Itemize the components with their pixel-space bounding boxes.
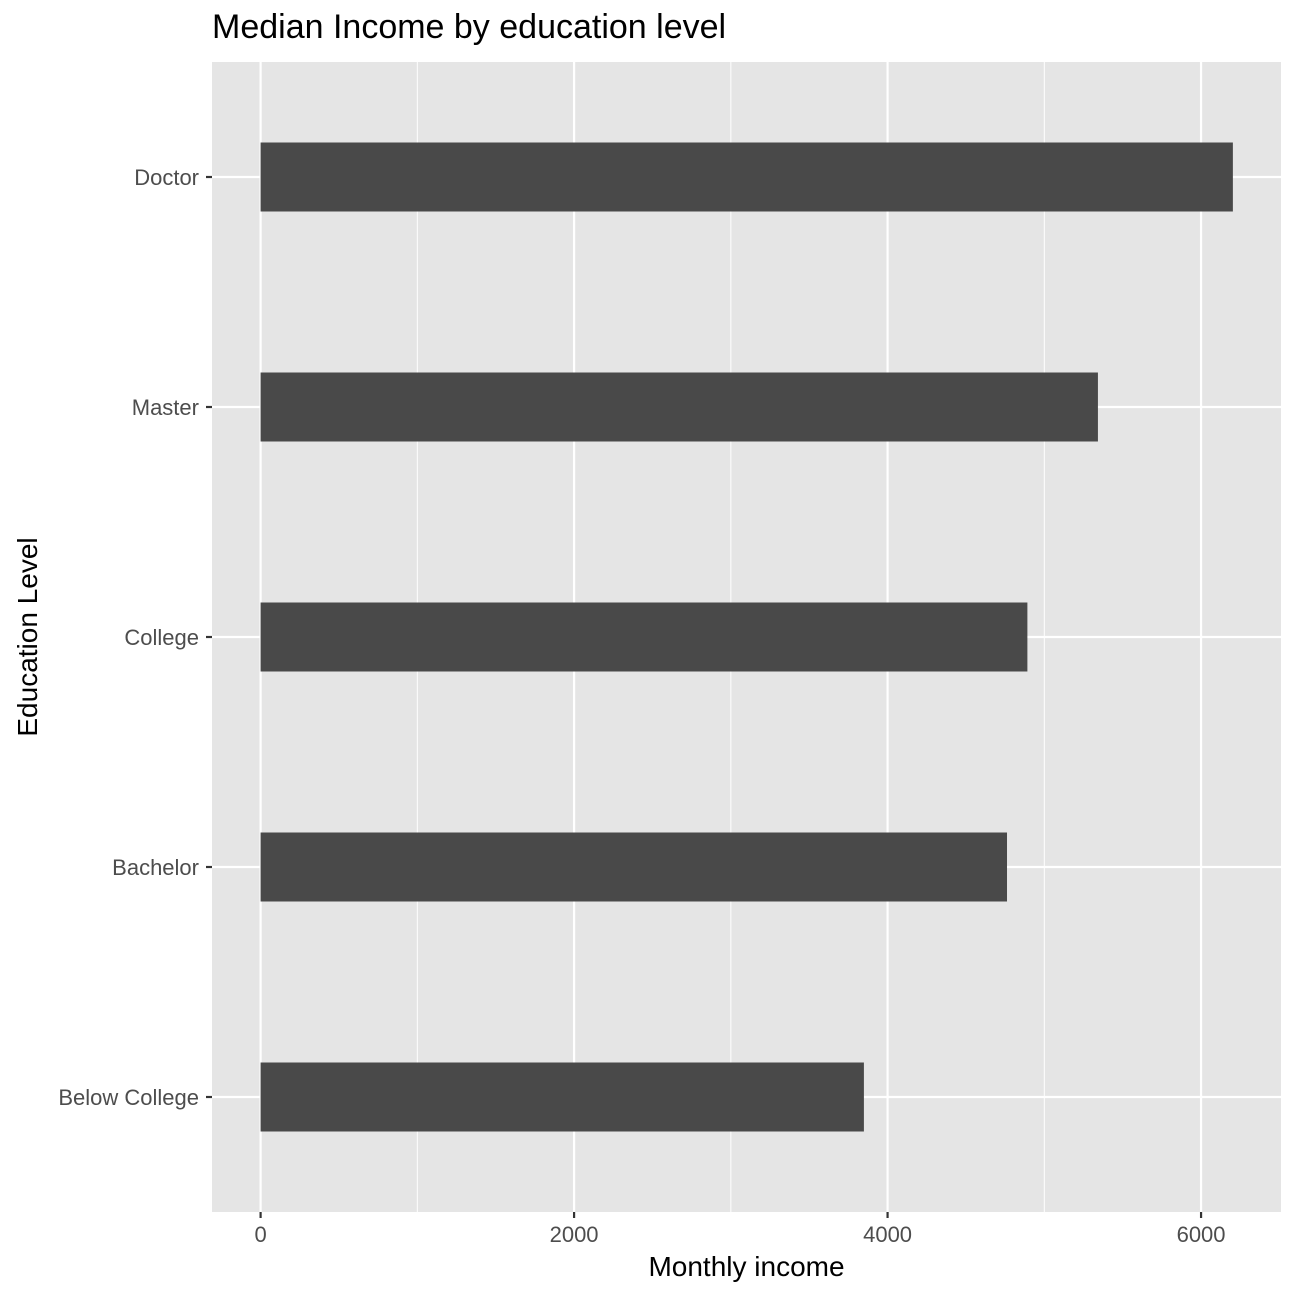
- y-axis-title: Education Level: [12, 537, 43, 736]
- chart-title: Median Income by education level: [212, 8, 727, 46]
- x-axis: 0 2000 4000 6000: [254, 1212, 1226, 1247]
- y-tick-label: College: [124, 625, 199, 650]
- x-tick-label: 6000: [1177, 1222, 1226, 1247]
- y-tick-label: Below College: [58, 1085, 199, 1110]
- x-tick-label: 4000: [863, 1222, 912, 1247]
- y-tick-label: Master: [132, 395, 199, 420]
- bar-college: [260, 602, 1028, 672]
- bar-below-college: [260, 1062, 864, 1132]
- x-axis-title: Monthly income: [648, 1251, 844, 1282]
- y-axis: Doctor Master College Bachelor Below College: [58, 165, 212, 1110]
- bar-master: [260, 372, 1098, 442]
- bar-bachelor: [260, 832, 1008, 902]
- y-tick-label: Doctor: [134, 165, 199, 190]
- bar-doctor: [260, 142, 1233, 212]
- y-tick-label: Bachelor: [112, 855, 199, 880]
- x-tick-label: 2000: [550, 1222, 599, 1247]
- x-tick-label: 0: [254, 1222, 266, 1247]
- bars: [260, 142, 1233, 1132]
